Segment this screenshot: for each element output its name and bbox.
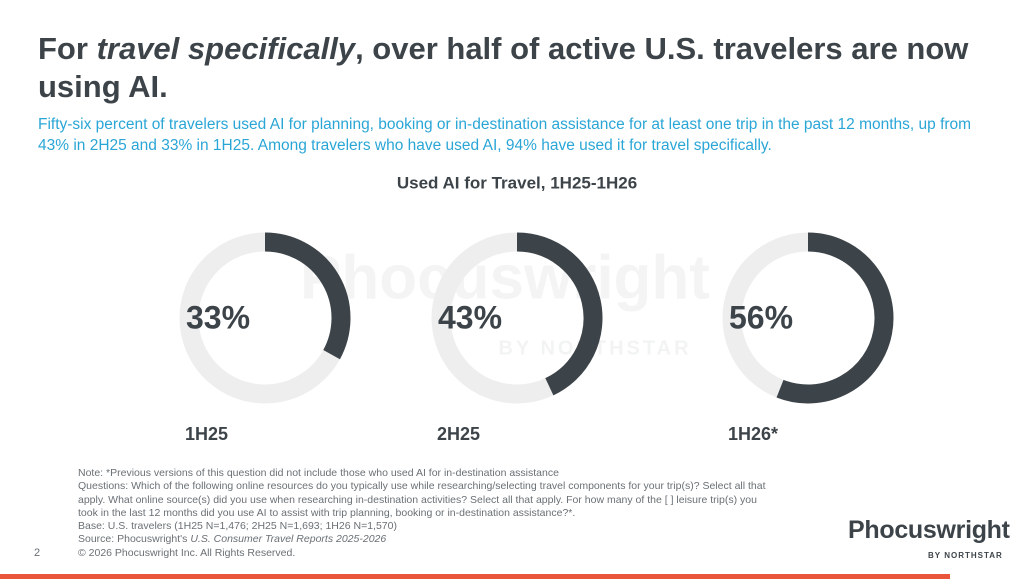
title-prefix: For — [38, 31, 97, 66]
copyright: © 2026 Phocuswright Inc. All Rights Rese… — [78, 546, 296, 559]
title-emphasis: travel specifically — [96, 31, 356, 66]
logo-tagline: BY NORTHSTAR — [928, 551, 1003, 560]
value-label: 56% — [729, 299, 793, 335]
value-label: 43% — [438, 299, 502, 335]
chart-title: Used AI for Travel, 1H25-1H26 — [397, 173, 637, 192]
subtitle: Fifty-six percent of travelers used AI f… — [38, 116, 972, 154]
logo: Phocuswright — [848, 516, 1010, 544]
page-number: 2 — [34, 547, 41, 559]
title-rest: , over half of active U.S. travelers are… — [38, 31, 969, 104]
notes: Note: *Previous versions of this questio… — [78, 467, 768, 560]
source-prefix: Source: Phocuswright's — [78, 533, 191, 546]
category-label: 1H25 — [185, 424, 228, 444]
source-title: U.S. Consumer Travel Reports 2025-2026 — [190, 533, 387, 546]
value-label: 33% — [186, 299, 250, 335]
accent-bar — [0, 574, 950, 579]
category-label: 1H26* — [728, 424, 778, 444]
category-label: 2H25 — [437, 424, 480, 444]
note: Note: *Previous versions of this questio… — [78, 467, 559, 479]
base: Base: U.S. travelers (1H25 N=1,476; 2H25… — [78, 520, 397, 533]
donut-arc — [264, 232, 351, 360]
donut-arc — [516, 232, 603, 396]
watermark: Phocuswright — [300, 243, 710, 312]
questions: Questions: Which of the following online… — [78, 480, 766, 519]
source: Source: Phocuswright's U.S. Consumer Tra… — [78, 533, 768, 546]
donut-arc — [776, 232, 894, 404]
slide-title: For travel specifically, over half of ac… — [38, 30, 998, 106]
